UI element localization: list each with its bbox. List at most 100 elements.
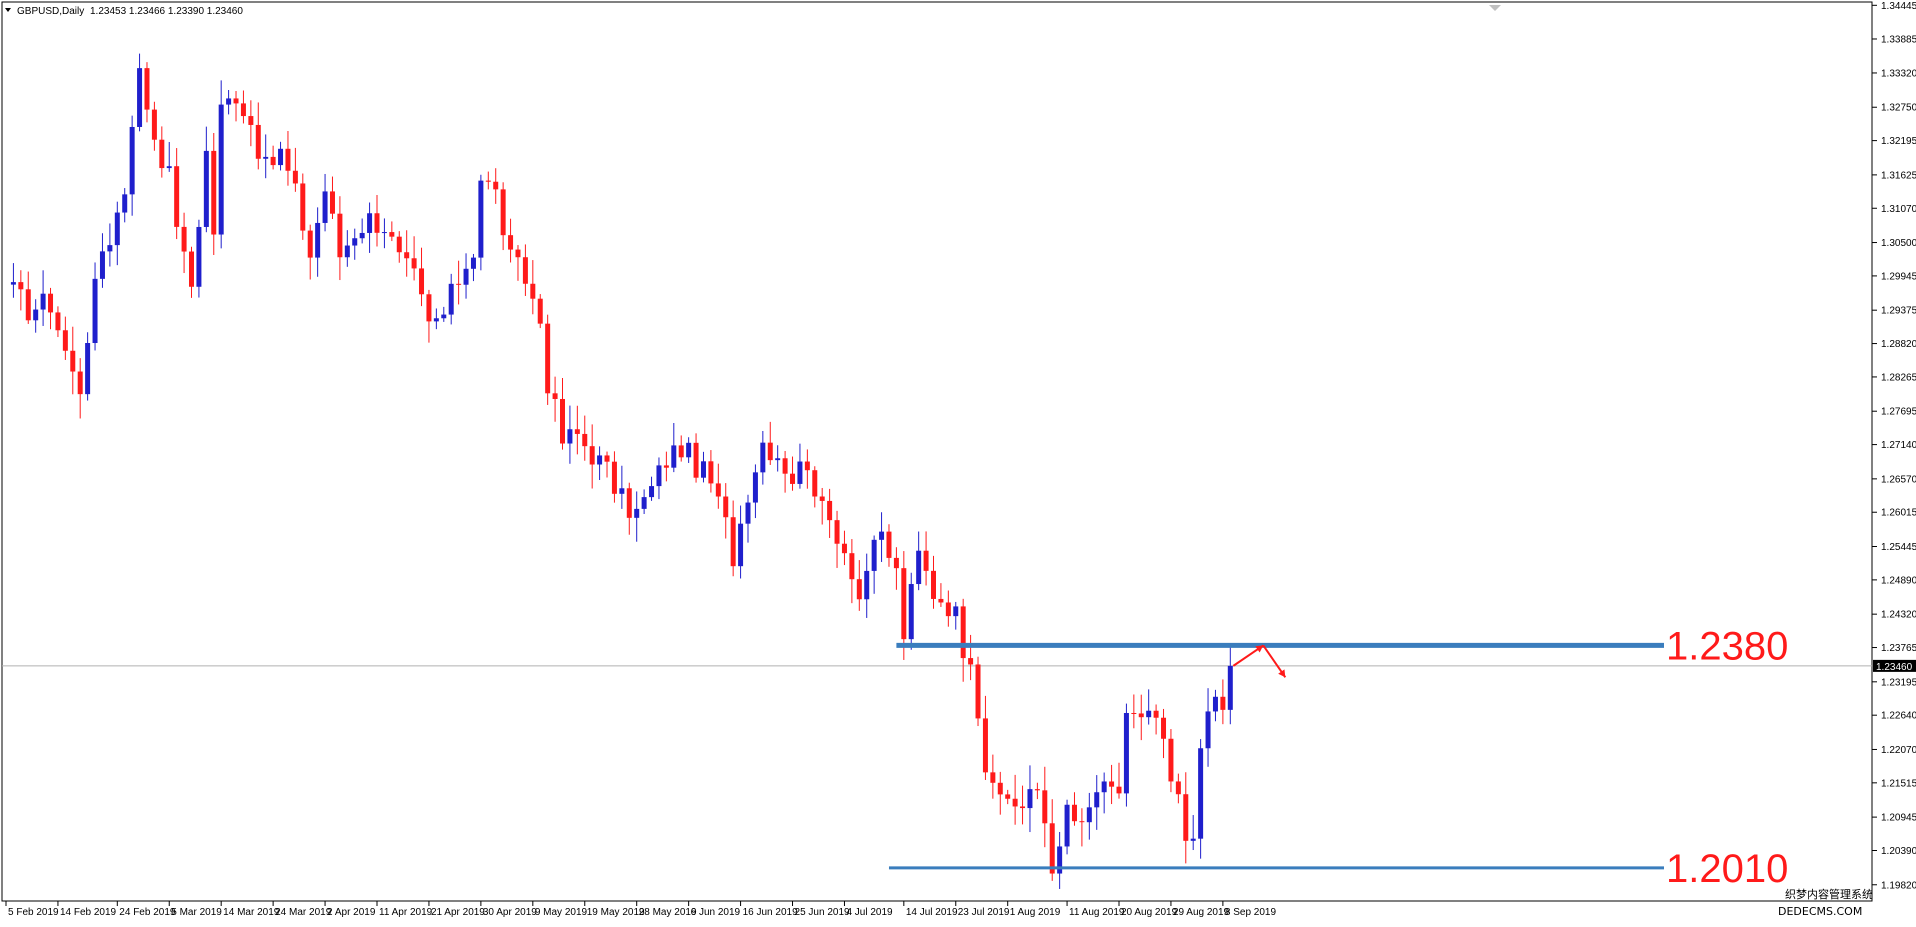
candle-body [77,371,83,395]
candle [1012,774,1018,825]
candle [663,451,669,482]
candle [515,245,521,281]
shift-marker-icon[interactable] [1489,5,1501,11]
candle [841,530,847,566]
candle [18,270,24,311]
candle-body [730,517,736,567]
candle [181,212,187,274]
candle-body [292,170,298,184]
candle [693,433,699,483]
candle [604,451,610,478]
candle [827,488,833,538]
candle-body [775,458,781,461]
candle-body [1153,710,1159,718]
candle-body [18,282,24,290]
candle-body [99,251,105,279]
candle [144,62,150,123]
candle-body [834,520,840,544]
candle-body [25,289,31,321]
candle-body [997,782,1003,795]
candle [478,174,484,271]
y-tick-label: 1.23195 [1881,677,1916,688]
candle-body [129,126,135,195]
candle [886,524,892,567]
candle [1086,792,1092,840]
candle-body [315,222,321,258]
candle-body [456,283,462,285]
candle [1034,782,1040,800]
candle [25,271,31,324]
candle-body [960,606,966,659]
candle [864,553,870,618]
candle-body [419,268,425,295]
y-tick-label: 1.29375 [1881,306,1916,317]
y-tick-label: 1.23765 [1881,643,1916,654]
y-axis: 1.34445 1.33885 1.33320 1.32750 1.32195 1.316… [1872,1,1916,891]
candle [122,188,128,223]
candle [752,464,758,519]
candle-body [938,598,944,603]
candlesticks [10,53,1233,889]
candle-body [931,570,936,599]
candle [1131,694,1137,729]
candle-body [426,294,432,322]
y-tick-label: 1.22640 [1881,711,1916,722]
y-tick-label: 1.26570 [1881,474,1916,485]
candle-body [530,283,536,299]
candle-body [10,282,16,285]
candle-body [693,442,699,478]
candle [1183,772,1189,864]
candle-body [597,455,603,465]
candle-body [122,194,128,213]
candle-body [1183,794,1189,841]
candle-body [144,68,150,110]
y-tick-label: 1.34445 [1881,1,1916,12]
candle [537,294,543,329]
candle-body [745,502,751,524]
candle [1027,765,1033,833]
candle-body [515,249,521,258]
candle-body [797,461,803,484]
candle-body [1057,846,1063,874]
candle-body [982,718,988,773]
candle [938,583,944,607]
candle-body [114,212,120,246]
candle-body [470,257,476,269]
candle-body [1146,710,1152,718]
candle-body [263,156,269,159]
candle-body [1123,712,1129,794]
candle [374,195,380,247]
candle [10,263,16,298]
y-tick-label: 1.31625 [1881,170,1916,181]
y-tick-label: 1.30500 [1881,238,1916,249]
candle [738,505,744,579]
candle-body [663,465,669,468]
y-tick-label: 1.33885 [1881,34,1916,45]
candle [849,539,855,604]
symbol-label: GBPUSD,Daily [17,6,84,17]
candle-body [233,98,239,104]
candle-body [589,446,595,465]
candle-body [908,584,914,640]
candle-body [374,213,380,233]
y-tick-label: 1.27695 [1881,407,1916,418]
candle [597,446,603,481]
collapse-triangle-icon[interactable] [5,8,11,12]
candle [797,443,803,489]
candle [1071,792,1077,826]
candle [441,306,447,322]
x-tick-label: 9 May 2019 [535,907,588,918]
candle-body [574,429,580,434]
candle [968,634,974,681]
candle-body [166,166,172,169]
candle-body [411,258,417,269]
candle-body [1064,804,1070,847]
candle-body [522,257,528,284]
candle-body [300,183,306,231]
x-tick-label: 29 Aug 2019 [1173,907,1230,918]
y-tick-label: 1.28820 [1881,339,1916,350]
candle [1190,815,1196,851]
